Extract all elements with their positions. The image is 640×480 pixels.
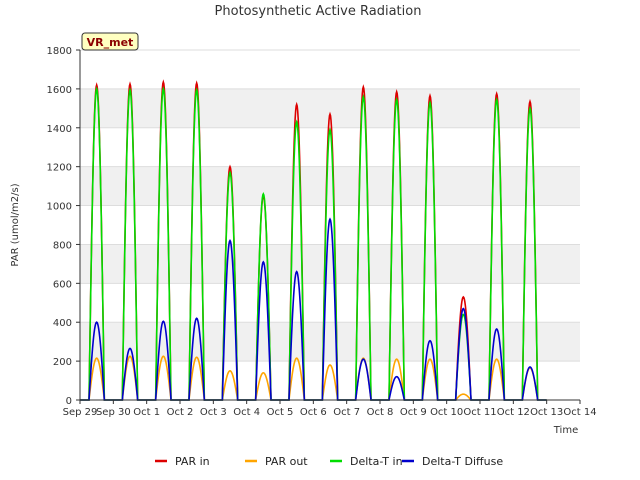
- x-tick-label: Oct 4: [233, 407, 260, 418]
- x-tick-label: Oct 5: [267, 407, 294, 418]
- y-axis-label: PAR (umol/m2/s): [10, 183, 21, 266]
- x-tick-label: Oct 1: [133, 407, 160, 418]
- x-tick-label: Oct 12: [497, 407, 530, 418]
- y-tick-label: 200: [53, 357, 72, 368]
- y-tick-label: 1400: [47, 124, 72, 135]
- y-tick-label: 1800: [47, 46, 72, 57]
- x-tick-label: Oct 2: [167, 407, 194, 418]
- grid-band: [80, 50, 580, 89]
- site-badge-label: VR_met: [87, 36, 134, 49]
- x-tick-label: Oct 3: [200, 407, 227, 418]
- legend-item: PAR out: [245, 455, 308, 468]
- legend-item: PAR in: [155, 455, 210, 468]
- x-tick-label: Sep 29: [63, 407, 98, 418]
- x-tick-label: Oct 10: [430, 407, 463, 418]
- y-tick-label: 400: [53, 318, 72, 329]
- grid-band: [80, 283, 580, 323]
- y-tick-label: 0: [66, 396, 72, 407]
- grid-band: [80, 166, 580, 206]
- chart-title: Photosynthetic Active Radiation: [215, 4, 422, 19]
- y-tick-label: 800: [53, 240, 72, 251]
- grid-band: [80, 127, 580, 167]
- axes: 0 200 400 600 800 1000 1200 1400 1600 1800 Sep 29S…: [47, 46, 597, 418]
- legend-item: Delta-T in: [330, 455, 403, 468]
- x-tick-label: Oct 9: [400, 407, 427, 418]
- site-badge: VR_met: [81, 32, 139, 51]
- grid-band: [80, 205, 580, 245]
- legend: PAR in PAR out Delta-T in Delta-T Diffuse: [155, 455, 503, 468]
- x-axis-label: Time: [553, 425, 578, 436]
- legend-item: Delta-T Diffuse: [402, 455, 503, 468]
- x-tick-label: Oct 8: [367, 407, 394, 418]
- grid-band: [80, 244, 580, 284]
- x-tick-label: Oct 11: [463, 407, 496, 418]
- x-tick-label: Oct 7: [333, 407, 360, 418]
- x-tick-label: Oct 14: [563, 407, 596, 418]
- legend-label: PAR out: [265, 455, 308, 468]
- y-tick-label: 600: [53, 279, 72, 290]
- y-tick-label: 1200: [47, 163, 72, 174]
- legend-label: PAR in: [175, 455, 210, 468]
- x-tick-label: Oct 13: [530, 407, 563, 418]
- plot-background: [80, 49, 580, 401]
- grid-band: [80, 361, 580, 400]
- x-tick-label: Sep 30: [96, 407, 131, 418]
- y-tick-label: 1000: [47, 202, 72, 213]
- y-tick-label: 1600: [47, 85, 72, 96]
- legend-label: Delta-T in: [350, 455, 403, 468]
- x-tick-label: Oct 6: [300, 407, 327, 418]
- grid-band: [80, 88, 580, 128]
- legend-label: Delta-T Diffuse: [422, 455, 503, 468]
- grid-band: [80, 322, 580, 362]
